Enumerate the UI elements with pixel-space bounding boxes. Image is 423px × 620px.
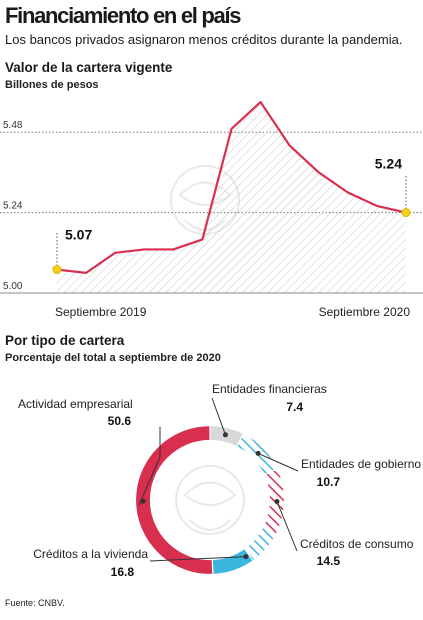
leader-dot	[274, 498, 280, 504]
x-tick-label: Septiembre 2019	[55, 305, 147, 319]
y-tick-label: 5.00	[3, 281, 23, 292]
leader-line	[211, 397, 226, 435]
series-line	[56, 100, 407, 274]
line-chart-ylabel: Billones de pesos	[5, 79, 99, 91]
slice-value-label: 14.5	[317, 554, 341, 568]
data-label: 5.24	[375, 156, 402, 172]
line-chart-title: Valor de la cartera vigente	[5, 60, 173, 75]
leader-line	[138, 427, 161, 506]
leader-dot	[243, 554, 249, 560]
slice-value-label: 50.6	[108, 414, 132, 428]
slice-name-label: Créditos de consumo	[300, 537, 414, 551]
page-title: Financiamiento en el país	[5, 3, 242, 28]
slice-name-label: Actividad empresarial	[18, 397, 133, 411]
source-note: Fuente: CNBV.	[5, 598, 65, 608]
donut-slice	[262, 467, 286, 536]
y-tick-label: 5.48	[3, 120, 23, 131]
donut-slice	[134, 424, 214, 576]
x-tick-label: Septiembre 2020	[319, 305, 411, 319]
leader-dot	[140, 498, 146, 504]
slice-value-label: 7.4	[286, 400, 303, 414]
annotation-point	[52, 265, 62, 275]
leader-dot	[222, 432, 228, 438]
leader-line	[276, 501, 298, 552]
area-fill	[57, 102, 406, 293]
page-subtitle: Los bancos privados asignaron menos créd…	[5, 32, 403, 47]
leader-dot	[255, 450, 261, 456]
slice-name-label: Entidades de gobierno	[301, 457, 421, 471]
annotation-point	[401, 208, 411, 218]
slice-name-label: Créditos a la vivienda	[33, 547, 148, 561]
slice-value-label: 16.8	[111, 565, 135, 579]
slice-name-label: Entidades financieras	[212, 382, 327, 396]
watermark-emblem-icon	[175, 465, 245, 535]
y-tick-label: 5.24	[3, 201, 23, 212]
donut-slice-solid	[211, 547, 255, 576]
leader-line	[149, 556, 246, 562]
leader-line	[257, 452, 299, 472]
donut-chart-subtitle: Porcentaje del total a septiembre de 202…	[5, 352, 221, 364]
donut-chart-title: Por tipo de cartera	[5, 333, 125, 348]
data-label: 5.07	[65, 227, 92, 243]
slice-value-label: 10.7	[317, 475, 341, 489]
